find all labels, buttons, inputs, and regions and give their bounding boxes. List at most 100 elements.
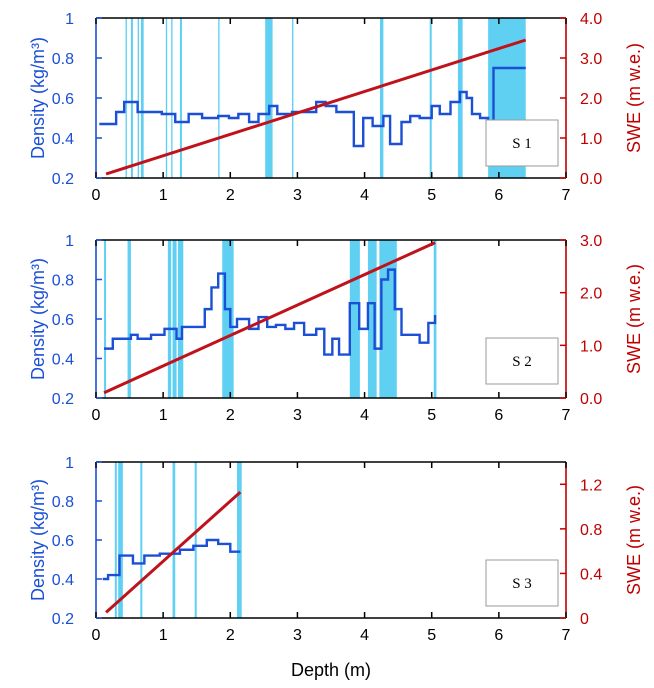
- x-tick-label: 7: [562, 407, 571, 424]
- depth-band: [165, 18, 168, 178]
- x-tick-label: 4: [360, 627, 369, 644]
- x-tick-label: 4: [360, 187, 369, 204]
- y-right-tick-label: 3.0: [580, 51, 602, 68]
- panel-label-box: [485, 559, 559, 607]
- depth-band: [104, 240, 107, 398]
- depth-band: [367, 240, 377, 398]
- y-left-tick-label: 0.8: [52, 273, 74, 290]
- depth-band: [172, 240, 177, 398]
- y-left-tick-label: 0.4: [52, 572, 74, 589]
- panel-label: S 3: [512, 576, 532, 592]
- x-tick-label: 4: [360, 407, 369, 424]
- x-tick-label: 3: [293, 187, 302, 204]
- depth-band: [265, 18, 273, 178]
- depth-band: [127, 240, 131, 398]
- x-tick-label: 2: [226, 187, 235, 204]
- y-left-tick-label: 0.4: [52, 352, 74, 369]
- panel-label: S 2: [512, 354, 532, 370]
- depth-band: [292, 18, 294, 178]
- depth-band: [429, 18, 432, 178]
- y-left-axis-label: Density (kg/m³): [28, 258, 48, 380]
- x-tick-label: 2: [226, 627, 235, 644]
- y-left-axis-label: Density (kg/m³): [28, 479, 48, 601]
- panel-1: 0 1 2 3 4 5 6 7 0.2 0.4 0.6 0.8 1 0.0 1.0 2.0 3.0 4.0 Dens…: [28, 11, 644, 204]
- y-right-tick-label: 1.2: [580, 477, 602, 494]
- depth-band: [130, 18, 133, 178]
- y-right-tick-label: 0.0: [580, 171, 602, 188]
- y-right-tick-label: 4.0: [580, 11, 602, 28]
- depth-band: [222, 240, 234, 398]
- x-tick-label: 5: [427, 407, 436, 424]
- depth-band: [349, 240, 360, 398]
- panel-3: 0 1 2 3 4 5 6 7 0.2 0.4 0.6 0.8 1 0 0.4 0.8 1.2 Density (…: [28, 455, 644, 680]
- x-axis-label: Depth (m): [291, 660, 371, 680]
- x-tick-label: 0: [92, 407, 101, 424]
- x-tick-label: 2: [226, 407, 235, 424]
- x-tick-label: 5: [427, 187, 436, 204]
- y-right-axis-label: SWE (m w.e.): [624, 264, 644, 374]
- y-left-tick-label: 0.8: [52, 494, 74, 511]
- y-right-tick-label: 3.0: [580, 233, 602, 250]
- x-tick-label: 5: [427, 627, 436, 644]
- depth-band: [140, 18, 144, 178]
- panel-label: S 1: [512, 136, 532, 152]
- x-tick-label: 0: [92, 627, 101, 644]
- y-right-tick-label: 1.0: [580, 131, 602, 148]
- y-left-tick-label: 1: [65, 455, 74, 472]
- y-left-tick-label: 1: [65, 233, 74, 250]
- y-right-tick-label: 0.4: [580, 566, 602, 583]
- y-left-tick-label: 0.6: [52, 533, 74, 550]
- y-left-tick-label: 0.2: [52, 391, 74, 408]
- depth-band: [380, 18, 384, 178]
- depth-band: [194, 462, 197, 618]
- depth-band: [137, 18, 139, 178]
- x-tick-label: 7: [562, 187, 571, 204]
- y-right-tick-label: 0.8: [580, 522, 602, 539]
- depth-band: [140, 462, 143, 618]
- depth-band: [125, 18, 127, 178]
- y-left-tick-label: 0.2: [52, 611, 74, 628]
- y-right-axis-label: SWE (m w.e.): [624, 485, 644, 595]
- y-left-tick-label: 0.8: [52, 51, 74, 68]
- swe-line: [103, 241, 436, 395]
- density-line: [102, 538, 241, 581]
- depth-band: [118, 462, 123, 618]
- y-left-tick-label: 0.4: [52, 131, 74, 148]
- x-tick-label: 3: [293, 407, 302, 424]
- panel-label-box: [485, 337, 559, 385]
- panel-label-box: [485, 119, 559, 167]
- density-line: [99, 66, 526, 148]
- density-line: [104, 268, 437, 356]
- panel-2: 0 1 2 3 4 5 6 7 0.2 0.4 0.6 0.8 1 0.0 1.0 2.0 3.0 Density…: [28, 233, 644, 424]
- y-right-tick-label: 1.0: [580, 338, 602, 355]
- y-right-tick-label: 2.0: [580, 91, 602, 108]
- y-left-axis-label: Density (kg/m³): [28, 37, 48, 159]
- y-left-tick-label: 0.6: [52, 91, 74, 108]
- y-right-tick-label: 0: [580, 611, 589, 628]
- depth-band: [167, 240, 172, 398]
- depth-band: [179, 18, 182, 178]
- swe-line: [105, 490, 242, 614]
- x-tick-label: 6: [494, 407, 503, 424]
- x-tick-label: 1: [159, 627, 168, 644]
- y-left-tick-label: 0.6: [52, 312, 74, 329]
- depth-band: [172, 462, 176, 618]
- x-tick-label: 1: [159, 187, 168, 204]
- y-right-axis-label: SWE (m w.e.): [624, 43, 644, 153]
- x-tick-label: 1: [159, 407, 168, 424]
- depth-band: [237, 462, 242, 618]
- depth-band: [218, 18, 220, 178]
- swe-line: [105, 38, 527, 176]
- y-left-tick-label: 1: [65, 11, 74, 28]
- x-tick-label: 6: [494, 627, 503, 644]
- depth-band: [114, 462, 117, 618]
- depth-band: [171, 18, 173, 178]
- x-tick-label: 7: [562, 627, 571, 644]
- y-left-tick-label: 0.2: [52, 171, 74, 188]
- depth-band: [177, 240, 184, 398]
- y-right-tick-label: 0.0: [580, 391, 602, 408]
- y-right-tick-label: 2.0: [580, 286, 602, 303]
- x-tick-label: 6: [494, 187, 503, 204]
- x-tick-label: 0: [92, 187, 101, 204]
